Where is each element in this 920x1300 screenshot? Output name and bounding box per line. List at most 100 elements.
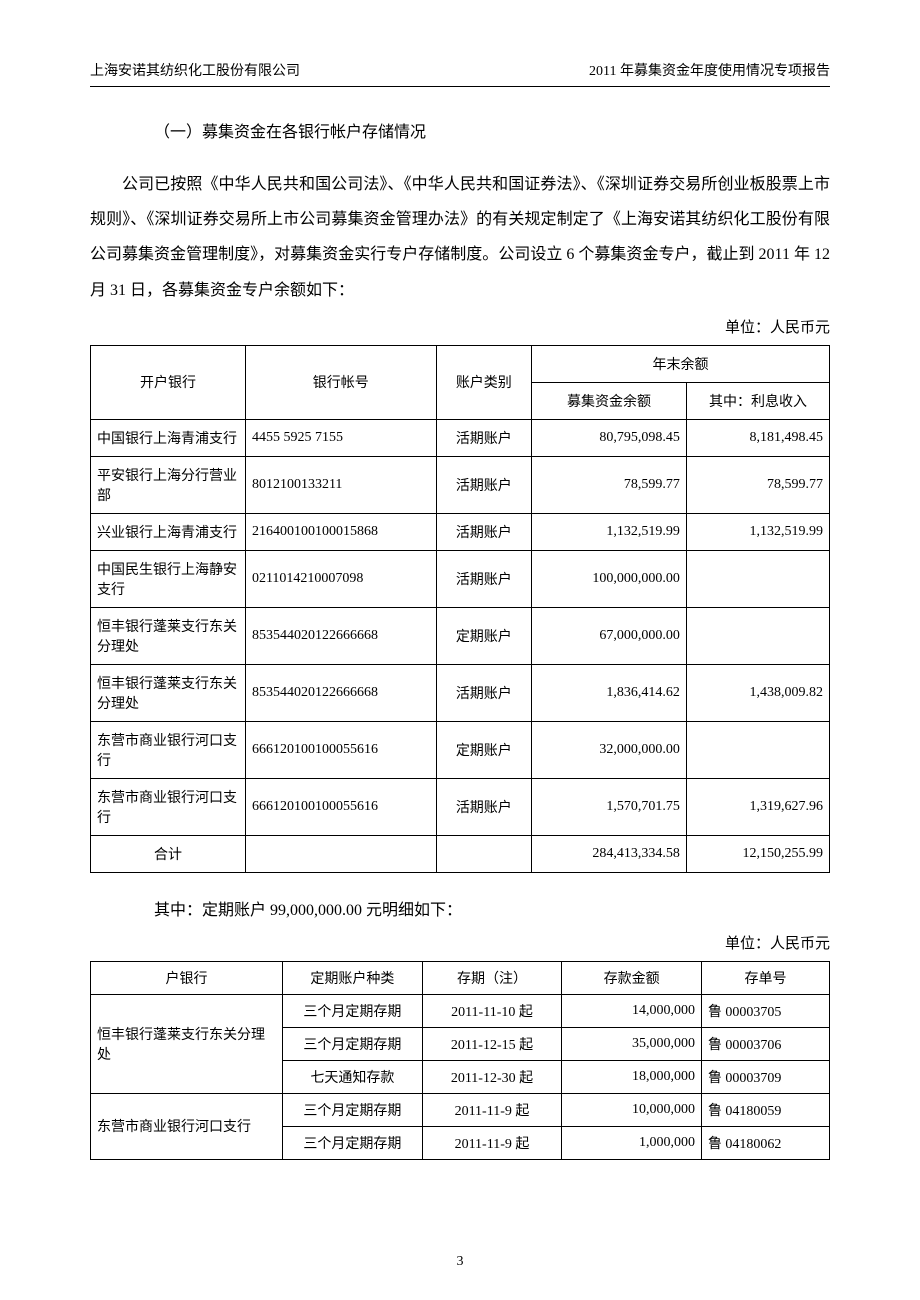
cell-bal: 32,000,000.00 xyxy=(531,721,686,778)
cell-bal: 1,570,701.75 xyxy=(531,778,686,835)
cell-bank: 东营市商业银行河口支行 xyxy=(91,1093,283,1159)
cell-acc: 4455 5925 7155 xyxy=(245,419,436,456)
bank-balance-table: 开户银行 银行帐号 账户类别 年末余额 募集资金余额 其中：利息收入 中国银行上… xyxy=(90,345,830,873)
cell-slip: 鲁 00003709 xyxy=(701,1060,829,1093)
cell-total-int: 12,150,255.99 xyxy=(686,835,829,872)
cell-acc: 666120100100055616 xyxy=(245,721,436,778)
cell-bank: 中国银行上海青浦支行 xyxy=(91,419,246,456)
unit-label-2: 单位：人民币元 xyxy=(90,932,830,953)
cell-slip: 鲁 00003706 xyxy=(701,1027,829,1060)
cell-type: 活期账户 xyxy=(436,513,531,550)
cell-amount: 10,000,000 xyxy=(562,1093,702,1126)
cell-amount: 18,000,000 xyxy=(562,1060,702,1093)
cell-int: 8,181,498.45 xyxy=(686,419,829,456)
fixed-deposit-table: 户银行 定期账户种类 存期（注） 存款金额 存单号 恒丰银行蓬莱支行东关分理处三… xyxy=(90,961,830,1160)
cell-acc: 0211014210007098 xyxy=(245,550,436,607)
th2-amount: 存款金额 xyxy=(562,961,702,994)
cell-acc: 8012100133211 xyxy=(245,456,436,513)
cell-type: 活期账户 xyxy=(436,419,531,456)
cell-slip: 鲁 00003705 xyxy=(701,994,829,1027)
cell-bank: 东营市商业银行河口支行 xyxy=(91,778,246,835)
th2-slip: 存单号 xyxy=(701,961,829,994)
cell-bank: 恒丰银行蓬莱支行东关分理处 xyxy=(91,664,246,721)
cell-slip: 鲁 04180059 xyxy=(701,1093,829,1126)
table-row: 恒丰银行蓬莱支行东关分理处853544020122666668活期账户1,836… xyxy=(91,664,830,721)
cell-type: 活期账户 xyxy=(436,778,531,835)
cell-int: 1,438,009.82 xyxy=(686,664,829,721)
cell-acc: 853544020122666668 xyxy=(245,607,436,664)
cell-term: 2011-11-10 起 xyxy=(422,994,562,1027)
cell-deposit-type: 三个月定期存期 xyxy=(283,994,423,1027)
page-number: 3 xyxy=(0,1254,920,1270)
cell-int xyxy=(686,721,829,778)
cell-bal: 67,000,000.00 xyxy=(531,607,686,664)
th-fund-balance: 募集资金余额 xyxy=(531,382,686,419)
cell-type: 活期账户 xyxy=(436,456,531,513)
cell-slip: 鲁 04180062 xyxy=(701,1126,829,1159)
table-row: 东营市商业银行河口支行666120100100055616定期账户32,000,… xyxy=(91,721,830,778)
cell-bank: 平安银行上海分行营业部 xyxy=(91,456,246,513)
cell-int xyxy=(686,550,829,607)
cell-type: 活期账户 xyxy=(436,550,531,607)
unit-label-1: 单位：人民币元 xyxy=(90,316,830,337)
cell-total-label: 合计 xyxy=(91,835,246,872)
table-total-row: 合计 284,413,334.5812,150,255.99 xyxy=(91,835,830,872)
cell-acc: 216400100100015868 xyxy=(245,513,436,550)
cell-deposit-type: 三个月定期存期 xyxy=(283,1093,423,1126)
cell-empty xyxy=(436,835,531,872)
cell-type: 定期账户 xyxy=(436,721,531,778)
page-header: 上海安诺其纺织化工股份有限公司 2011 年募集资金年度使用情况专项报告 xyxy=(90,60,830,87)
table-row: 恒丰银行蓬莱支行东关分理处三个月定期存期2011-11-10 起14,000,0… xyxy=(91,994,830,1027)
cell-total-bal: 284,413,334.58 xyxy=(531,835,686,872)
table-row: 恒丰银行蓬莱支行东关分理处853544020122666668定期账户67,00… xyxy=(91,607,830,664)
cell-bank: 兴业银行上海青浦支行 xyxy=(91,513,246,550)
table-row: 东营市商业银行河口支行666120100100055616活期账户1,570,7… xyxy=(91,778,830,835)
cell-acc: 666120100100055616 xyxy=(245,778,436,835)
cell-bal: 1,836,414.62 xyxy=(531,664,686,721)
cell-deposit-type: 七天通知存款 xyxy=(283,1060,423,1093)
cell-bal: 100,000,000.00 xyxy=(531,550,686,607)
table-row: 兴业银行上海青浦支行216400100100015868活期账户1,132,51… xyxy=(91,513,830,550)
cell-bank: 恒丰银行蓬莱支行东关分理处 xyxy=(91,994,283,1093)
table-row: 中国民生银行上海静安支行0211014210007098活期账户100,000,… xyxy=(91,550,830,607)
cell-term: 2011-12-30 起 xyxy=(422,1060,562,1093)
cell-int: 1,319,627.96 xyxy=(686,778,829,835)
cell-bal: 1,132,519.99 xyxy=(531,513,686,550)
th-bank: 开户银行 xyxy=(91,345,246,419)
table-row: 东营市商业银行河口支行三个月定期存期2011-11-9 起10,000,000鲁… xyxy=(91,1093,830,1126)
th-account-type: 账户类别 xyxy=(436,345,531,419)
header-left: 上海安诺其纺织化工股份有限公司 xyxy=(90,60,300,80)
cell-term: 2011-12-15 起 xyxy=(422,1027,562,1060)
th-interest: 其中：利息收入 xyxy=(686,382,829,419)
cell-term: 2011-11-9 起 xyxy=(422,1093,562,1126)
cell-bal: 80,795,098.45 xyxy=(531,419,686,456)
section-title: （一）募集资金在各银行帐户存储情况 xyxy=(90,117,830,149)
cell-deposit-type: 三个月定期存期 xyxy=(283,1126,423,1159)
cell-bank: 恒丰银行蓬莱支行东关分理处 xyxy=(91,607,246,664)
cell-bal: 78,599.77 xyxy=(531,456,686,513)
cell-amount: 35,000,000 xyxy=(562,1027,702,1060)
cell-amount: 14,000,000 xyxy=(562,994,702,1027)
cell-empty xyxy=(245,835,436,872)
body-paragraph: 公司已按照《中华人民共和国公司法》、《中华人民共和国证券法》、《深圳证券交易所创… xyxy=(90,167,830,308)
cell-bank: 中国民生银行上海静安支行 xyxy=(91,550,246,607)
table-row: 平安银行上海分行营业部8012100133211活期账户78,599.7778,… xyxy=(91,456,830,513)
cell-int: 1,132,519.99 xyxy=(686,513,829,550)
cell-type: 定期账户 xyxy=(436,607,531,664)
cell-deposit-type: 三个月定期存期 xyxy=(283,1027,423,1060)
cell-int xyxy=(686,607,829,664)
sub-title: 其中：定期账户 99,000,000.00 元明细如下： xyxy=(90,897,830,926)
cell-bank: 东营市商业银行河口支行 xyxy=(91,721,246,778)
cell-term: 2011-11-9 起 xyxy=(422,1126,562,1159)
th-account-no: 银行帐号 xyxy=(245,345,436,419)
cell-type: 活期账户 xyxy=(436,664,531,721)
table-row: 中国银行上海青浦支行4455 5925 7155活期账户80,795,098.4… xyxy=(91,419,830,456)
cell-amount: 1,000,000 xyxy=(562,1126,702,1159)
th2-term: 存期（注） xyxy=(422,961,562,994)
cell-acc: 853544020122666668 xyxy=(245,664,436,721)
header-right: 2011 年募集资金年度使用情况专项报告 xyxy=(589,60,830,80)
cell-int: 78,599.77 xyxy=(686,456,829,513)
th-year-end-balance: 年末余额 xyxy=(531,345,829,382)
th2-bank: 户银行 xyxy=(91,961,283,994)
th2-type: 定期账户种类 xyxy=(283,961,423,994)
